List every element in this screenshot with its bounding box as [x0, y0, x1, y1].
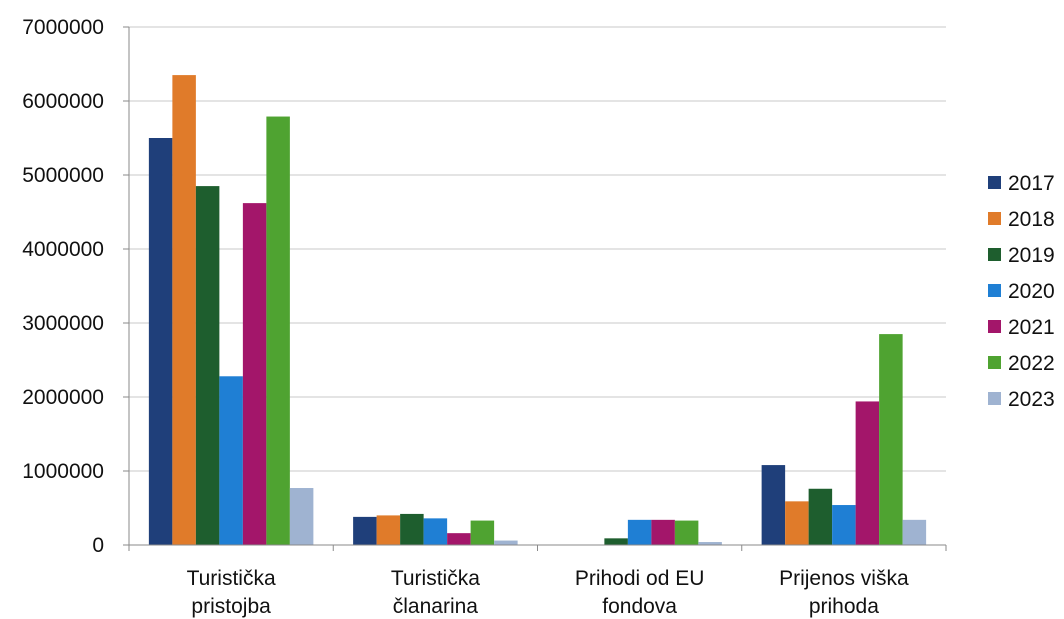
y-tick-label: 4000000 — [22, 238, 104, 261]
legend-label-2018: 2018 — [1008, 208, 1055, 231]
legend-swatch-2022 — [988, 356, 1001, 369]
x-category-label: Turistička — [391, 567, 480, 590]
x-category-label: članarina — [393, 595, 479, 618]
bar-2022-cat-1 — [470, 520, 495, 545]
bar-2021-cat-3 — [855, 401, 880, 545]
y-tick-label: 6000000 — [22, 90, 104, 113]
legend-swatch-2017 — [988, 176, 1001, 189]
legend-label-2021: 2021 — [1008, 316, 1055, 339]
legend-label-2022: 2022 — [1008, 352, 1055, 375]
y-tick-label: 7000000 — [22, 16, 104, 39]
x-category-label: Turistička — [187, 567, 276, 590]
bar-2023-cat-2 — [698, 542, 722, 545]
bar-2019-cat-0 — [195, 186, 220, 545]
y-tick-label: 0 — [92, 534, 104, 557]
bar-2022-cat-0 — [266, 116, 290, 545]
bar-2019-cat-3 — [808, 488, 833, 545]
legend-label-2017: 2017 — [1008, 172, 1055, 195]
legend-label-2023: 2023 — [1008, 388, 1055, 411]
legend-swatch-2019 — [988, 248, 1001, 261]
y-tick-label: 2000000 — [22, 386, 104, 409]
bar-2020-cat-3 — [832, 505, 856, 545]
bar-2018-cat-0 — [172, 75, 196, 545]
bar-2017-cat-3 — [761, 465, 786, 545]
x-category-label: pristojba — [191, 595, 271, 618]
y-axis: 0 1000000 2000000 3000000 4000000 5000000 6000… — [22, 16, 130, 557]
bar-2022-cat-2 — [674, 520, 699, 545]
bar-2017-cat-0 — [148, 138, 173, 545]
legend-swatch-2023 — [988, 392, 1001, 405]
bar-2021-cat-1 — [447, 533, 471, 545]
x-category-label: prihoda — [809, 595, 879, 618]
bar-2018-cat-1 — [376, 515, 401, 545]
bar-2019-cat-1 — [400, 513, 424, 545]
bar-2021-cat-2 — [651, 519, 675, 545]
legend-swatch-2020 — [988, 284, 1001, 297]
bar-2023-cat-0 — [289, 488, 314, 545]
bar-2018-cat-3 — [785, 501, 809, 545]
x-category-label: Prijenos viška — [779, 567, 909, 590]
bar-2022-cat-3 — [879, 334, 903, 545]
bars — [148, 75, 927, 545]
x-category-label: fondova — [602, 595, 677, 618]
legend-label-2020: 2020 — [1008, 280, 1055, 303]
legend-label-2019: 2019 — [1008, 244, 1055, 267]
bar-2021-cat-0 — [242, 203, 267, 545]
y-tick-label: 3000000 — [22, 312, 104, 335]
y-tick-label: 5000000 — [22, 164, 104, 187]
bar-2017-cat-1 — [353, 516, 377, 545]
bar-2023-cat-3 — [902, 519, 927, 545]
legend-swatch-2021 — [988, 320, 1001, 333]
y-tick-label: 1000000 — [22, 460, 104, 483]
bar-2019-cat-2 — [604, 538, 628, 545]
legend-swatch-2018 — [988, 212, 1001, 225]
bar-2023-cat-1 — [494, 540, 518, 545]
bar-2020-cat-1 — [423, 518, 448, 545]
x-category-label: Prihodi od EU — [575, 567, 705, 590]
bar-2020-cat-0 — [219, 376, 243, 545]
bar-2020-cat-2 — [627, 519, 652, 545]
legend: 2017 2018 2019 2020 2021 2022 2023 — [988, 172, 1055, 411]
x-axis: Turistička pristojba Turistička članarina Pr… — [128, 544, 947, 618]
